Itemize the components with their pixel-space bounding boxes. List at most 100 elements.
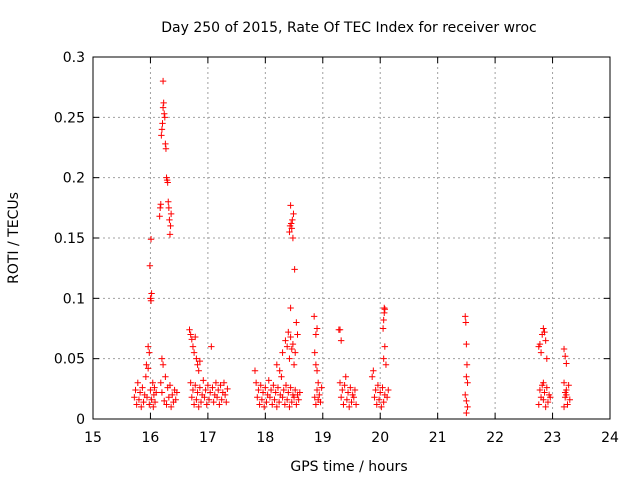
data-point	[287, 304, 294, 312]
data-point	[463, 373, 470, 380]
data-point	[535, 401, 542, 408]
data-point	[462, 319, 470, 326]
data-point	[336, 326, 344, 333]
data-point	[341, 382, 348, 389]
data-point	[279, 349, 286, 356]
data-point	[255, 386, 262, 394]
data-point	[147, 236, 155, 243]
data-point	[169, 391, 176, 399]
x-tick-label: 22	[486, 430, 504, 446]
data-point	[157, 204, 164, 212]
data-point	[289, 340, 297, 348]
data-point	[263, 398, 270, 406]
data-point	[189, 386, 197, 394]
data-point	[166, 216, 173, 224]
data-point	[164, 179, 171, 186]
data-point	[536, 340, 544, 348]
data-point	[149, 379, 156, 386]
data-point	[146, 262, 154, 269]
data-point	[140, 398, 147, 406]
x-axis: 15 16 17 18 19 20 21 22 23 24	[84, 57, 619, 446]
data-point	[287, 220, 295, 227]
data-point	[296, 389, 303, 396]
data-point	[541, 328, 548, 336]
data-point	[563, 391, 570, 399]
data-point	[223, 398, 230, 406]
y-axis: 0 0.05 0.1 0.15 0.2 0.25 0.3	[54, 50, 610, 428]
data-point	[158, 389, 166, 396]
data-point	[348, 398, 355, 406]
data-point	[159, 104, 167, 111]
data-point	[275, 398, 283, 406]
data-point	[152, 389, 160, 396]
data-point	[463, 340, 470, 348]
data-point	[172, 396, 179, 403]
data-point	[205, 396, 213, 403]
data-point	[167, 210, 175, 218]
data-point	[370, 367, 377, 374]
data-point	[157, 201, 164, 208]
data-point	[290, 361, 298, 368]
data-point	[133, 401, 140, 408]
data-point	[217, 382, 224, 389]
data-point	[212, 379, 220, 386]
data-point	[188, 394, 196, 401]
data-point	[381, 343, 389, 350]
data-point	[287, 202, 294, 209]
data-point	[162, 140, 169, 148]
data-point	[317, 398, 324, 406]
data-point	[383, 394, 391, 401]
data-point	[542, 337, 549, 344]
data-point	[310, 313, 318, 320]
data-point	[564, 401, 571, 408]
data-point	[312, 331, 320, 338]
data-point	[313, 386, 321, 394]
y-tick-label: 0.3	[63, 50, 85, 66]
data-point	[161, 110, 168, 117]
data-point	[379, 384, 386, 391]
data-point	[314, 379, 322, 386]
data-point	[313, 367, 321, 374]
data-point	[368, 373, 376, 380]
data-point	[287, 384, 294, 391]
data-point	[381, 304, 388, 312]
data-point	[379, 325, 387, 332]
data-point	[159, 77, 167, 85]
data-point	[269, 401, 276, 408]
data-point	[566, 396, 573, 403]
y-axis-label: ROTI / TECUs	[6, 192, 22, 284]
data-point	[312, 361, 320, 368]
data-point	[287, 333, 294, 341]
data-point	[464, 379, 471, 386]
data-point	[267, 386, 275, 394]
data-point	[293, 319, 300, 326]
x-tick-label: 17	[199, 430, 217, 446]
data-point	[279, 394, 286, 401]
plot-frame	[92, 56, 611, 420]
data-point	[196, 384, 204, 391]
data-point	[286, 228, 293, 236]
data-point	[286, 355, 293, 362]
y-tick-label: 0.2	[63, 171, 85, 187]
data-point	[157, 379, 164, 386]
data-point	[194, 361, 201, 368]
data-point	[196, 357, 204, 365]
data-point	[194, 389, 201, 396]
data-point	[159, 361, 167, 368]
x-tick-label: 18	[256, 430, 274, 446]
data-point	[347, 384, 354, 391]
data-point	[288, 345, 295, 353]
data-point	[536, 386, 544, 394]
data-point	[224, 385, 231, 393]
data-point	[210, 398, 217, 406]
data-point	[158, 132, 165, 139]
data-points	[131, 77, 573, 417]
y-tick-label: 0	[76, 412, 85, 428]
y-tick-label: 0.1	[63, 291, 85, 307]
data-point	[190, 401, 198, 408]
data-point	[463, 397, 470, 405]
data-point	[295, 396, 302, 403]
data-point	[167, 403, 175, 411]
data-point	[221, 391, 229, 399]
data-point	[351, 386, 359, 394]
